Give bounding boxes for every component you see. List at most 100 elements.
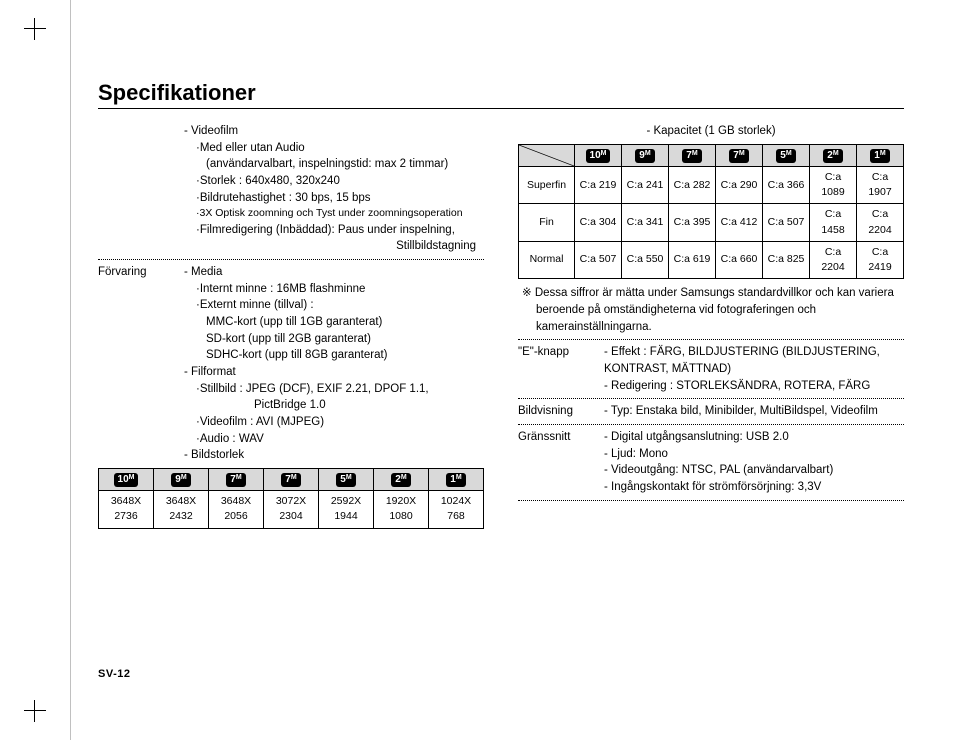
size-badge-icon: 10M [586, 149, 611, 163]
size-badge-icon: 7M [281, 473, 300, 487]
size-badge-icon: 7M [682, 149, 701, 163]
size-cell: 2592X 1944 [319, 491, 374, 528]
size-badge-icon: 9M [635, 149, 654, 163]
capacity-cell: C:a 507 [763, 204, 810, 241]
interface-label: Gränssnitt [518, 429, 604, 496]
size-cell: 3648X 2736 [99, 491, 154, 528]
size-badge-icon: 5M [336, 473, 355, 487]
video-line: ·3X Optisk zoomning och Tyst under zoomn… [184, 206, 484, 221]
capacity-quality-cell: Normal [519, 241, 575, 278]
capacity-cell: C:a 660 [716, 241, 763, 278]
capacity-header-cell: 10M [575, 144, 622, 166]
interface-line: - Videoutgång: NTSC, PAL (användarvalbar… [604, 462, 904, 479]
ebutton-line: - Effekt : FÄRG, BILDJUSTERING (BILDJUST… [604, 344, 904, 377]
capacity-cell: C:a 550 [622, 241, 669, 278]
capacity-note: ※ Dessa siffror är mätta under Samsungs … [518, 285, 904, 335]
capacity-cell: C:a 366 [763, 166, 810, 203]
video-line: ·Bildrutehastighet : 30 bps, 15 bps [184, 190, 484, 207]
file-heading: - Filformat [184, 364, 484, 381]
capacity-cell: C:a 1089 [810, 166, 857, 203]
size-badge-icon: 10M [114, 473, 139, 487]
size-table-header: 10M 9M 7M 7M 5M 2M 1M [99, 468, 484, 490]
media-line: ·Internt minne : 16MB flashminne [184, 281, 484, 298]
divider [518, 398, 904, 399]
size-table-row: 3648X 27363648X 24323648X 20563072X 2304… [99, 491, 484, 528]
size-header-cell: 7M [209, 468, 264, 490]
capacity-cell: C:a 1458 [810, 204, 857, 241]
size-badge-icon: 2M [823, 149, 842, 163]
video-line: ·Storlek : 640x480, 320x240 [184, 173, 484, 190]
capacity-cell: C:a 619 [669, 241, 716, 278]
crop-mark-top-left [24, 18, 46, 40]
size-badge-icon: 7M [226, 473, 245, 487]
right-column: - Kapacitet (1 GB storlek) 10M 9M 7M 7M 5M 2M… [518, 123, 904, 529]
interface-line: - Ingångskontakt för strömförsörjning: 3… [604, 479, 904, 496]
page-footer: SV-12 [98, 668, 130, 680]
size-header-cell: 7M [264, 468, 319, 490]
size-header-cell: 1M [429, 468, 484, 490]
display-line: - Typ: Enstaka bild, Minibilder, MultiBi… [604, 403, 904, 420]
size-cell: 3072X 2304 [264, 491, 319, 528]
crop-mark-bottom-left [24, 700, 46, 722]
capacity-header-cell: 2M [810, 144, 857, 166]
capacity-header-cell: 9M [622, 144, 669, 166]
media-line: SD-kort (upp till 2GB garanterat) [184, 331, 484, 348]
video-line: ·Med eller utan Audio [184, 140, 484, 157]
divider [518, 500, 904, 501]
file-line: ·Videofilm : AVI (MJPEG) [184, 414, 484, 431]
capacity-quality-cell: Fin [519, 204, 575, 241]
capacity-cell: C:a 2204 [857, 204, 904, 241]
page-title: Specifikationer [98, 80, 904, 109]
divider [518, 339, 904, 340]
capacity-header-cell: 1M [857, 144, 904, 166]
interface-line: - Digital utgångsanslutning: USB 2.0 [604, 429, 904, 446]
capacity-header-cell: 7M [669, 144, 716, 166]
divider [518, 424, 904, 425]
storage-label: Förvaring [98, 264, 184, 464]
capacity-header-row: 10M 9M 7M 7M 5M 2M 1M [519, 144, 904, 166]
capacity-cell: C:a 2419 [857, 241, 904, 278]
file-line: PictBridge 1.0 [184, 397, 484, 414]
ebutton-label: "E"-knapp [518, 344, 604, 394]
capacity-quality-cell: Superfin [519, 166, 575, 203]
size-cell: 3648X 2432 [154, 491, 209, 528]
media-line: ·Externt minne (tillval) : [184, 297, 484, 314]
capacity-header-cell: 7M [716, 144, 763, 166]
video-line: (användarvalbart, inspelningstid: max 2 … [184, 156, 484, 173]
size-header-cell: 2M [374, 468, 429, 490]
interface-line: - Ljud: Mono [604, 446, 904, 463]
capacity-row: FinC:a 304C:a 341C:a 395C:a 412C:a 507C:… [519, 204, 904, 241]
size-heading: - Bildstorlek [184, 447, 484, 464]
size-badge-icon: 2M [391, 473, 410, 487]
video-line: Stillbildstagning [184, 238, 484, 255]
capacity-row: SuperfinC:a 219C:a 241C:a 282C:a 290C:a … [519, 166, 904, 203]
size-cell: 1920X 1080 [374, 491, 429, 528]
media-line: MMC-kort (upp till 1GB garanterat) [184, 314, 484, 331]
capacity-cell: C:a 1907 [857, 166, 904, 203]
capacity-header-cell: 5M [763, 144, 810, 166]
capacity-cell: C:a 219 [575, 166, 622, 203]
capacity-table: 10M9M7M7M5M2M1MSuperfinC:a 219C:a 241C:a… [518, 144, 904, 280]
size-header-cell: 5M [319, 468, 374, 490]
display-label: Bildvisning [518, 403, 604, 420]
size-badge-icon: 1M [446, 473, 465, 487]
divider [98, 259, 484, 260]
file-line: ·Audio : WAV [184, 431, 484, 448]
size-header-cell: 9M [154, 468, 209, 490]
capacity-cell: C:a 290 [716, 166, 763, 203]
capacity-heading: - Kapacitet (1 GB storlek) [518, 123, 904, 140]
media-line: SDHC-kort (upp till 8GB garanterat) [184, 347, 484, 364]
capacity-cell: C:a 395 [669, 204, 716, 241]
capacity-cell: C:a 412 [716, 204, 763, 241]
video-heading: - Videofilm [184, 123, 484, 140]
size-cell: 1024X 768 [429, 491, 484, 528]
capacity-cell: C:a 507 [575, 241, 622, 278]
capacity-cell: C:a 241 [622, 166, 669, 203]
media-heading: - Media [184, 264, 484, 281]
size-badge-icon: 9M [171, 473, 190, 487]
capacity-cell: C:a 341 [622, 204, 669, 241]
capacity-corner-cell [519, 144, 575, 166]
size-badge-icon: 7M [729, 149, 748, 163]
capacity-cell: C:a 825 [763, 241, 810, 278]
capacity-cell: C:a 304 [575, 204, 622, 241]
